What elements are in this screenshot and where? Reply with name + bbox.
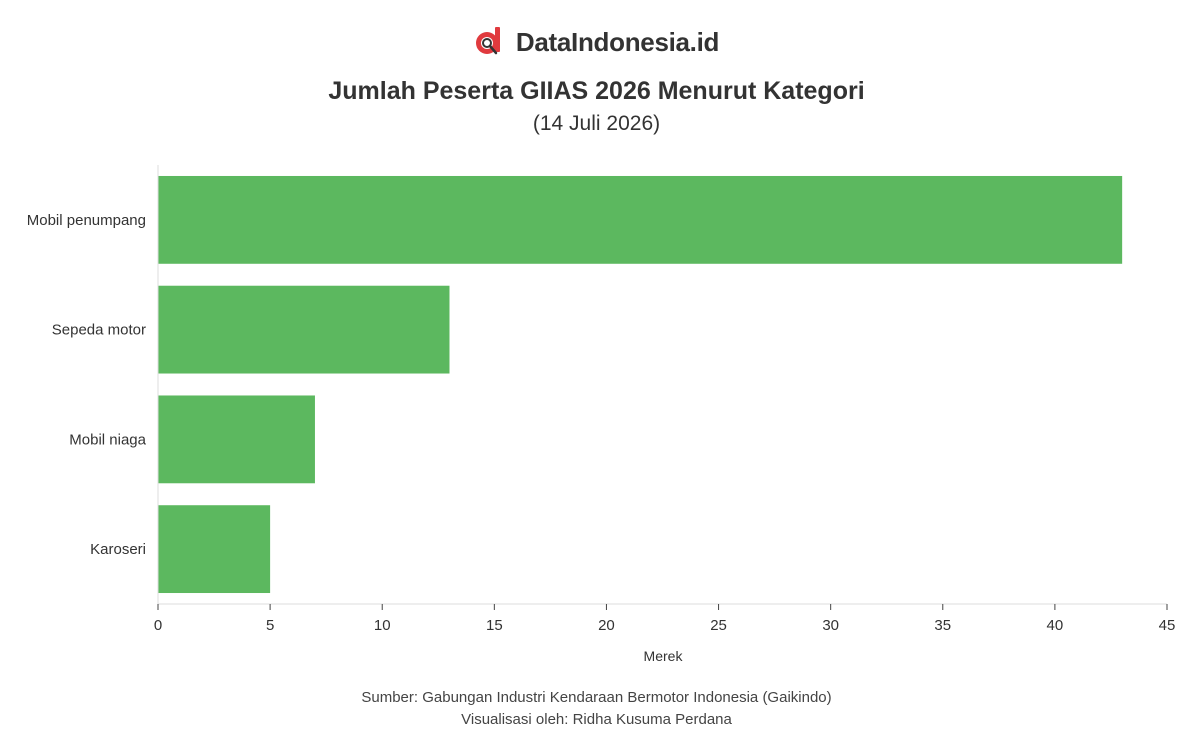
x-tick-label: 45	[1159, 617, 1176, 634]
bar	[158, 505, 271, 594]
y-tick-label: Mobil niaga	[69, 431, 146, 448]
chart-subtitle: (14 Juli 2026)	[532, 112, 661, 135]
bar	[158, 395, 315, 484]
x-tick-label: 15	[486, 617, 503, 634]
dataindonesia-logo-icon	[475, 27, 500, 55]
bar-chart: Mobil penumpang Sepeda motor Mobil niaga Ka…	[27, 165, 1176, 664]
y-tick-label: Mobil penumpang	[27, 212, 146, 229]
x-tick-label: 5	[266, 617, 274, 634]
y-tick-label: Karoseri	[90, 541, 146, 558]
brand-header: DataIndonesia.id	[0, 26, 1193, 58]
x-axis-title: Merek	[644, 648, 684, 664]
x-tick-label: 0	[154, 617, 162, 634]
bars-layer	[158, 175, 1123, 594]
brand-name: DataIndonesia.id	[515, 26, 720, 57]
y-tick-label: Sepeda motor	[52, 322, 146, 339]
credit-note: Visualisasi oleh: Ridha Kusuma Perdana	[461, 711, 732, 728]
x-tick-label: 35	[934, 617, 951, 634]
x-tick-label: 25	[710, 617, 727, 634]
x-tick-label: 20	[598, 617, 615, 634]
x-tick-label: 10	[374, 617, 391, 634]
x-tick-label: 40	[1047, 617, 1064, 634]
bar	[158, 175, 1123, 264]
source-note: Sumber: Gabungan Industri Kendaraan Berm…	[361, 689, 832, 706]
chart-title: Jumlah Peserta GIIAS 2026 Menurut Katego…	[328, 77, 865, 105]
x-tick-label: 30	[822, 617, 839, 634]
bar	[158, 285, 450, 374]
axis-layer: Mobil penumpang Sepeda motor Mobil niaga Ka…	[27, 165, 1176, 634]
